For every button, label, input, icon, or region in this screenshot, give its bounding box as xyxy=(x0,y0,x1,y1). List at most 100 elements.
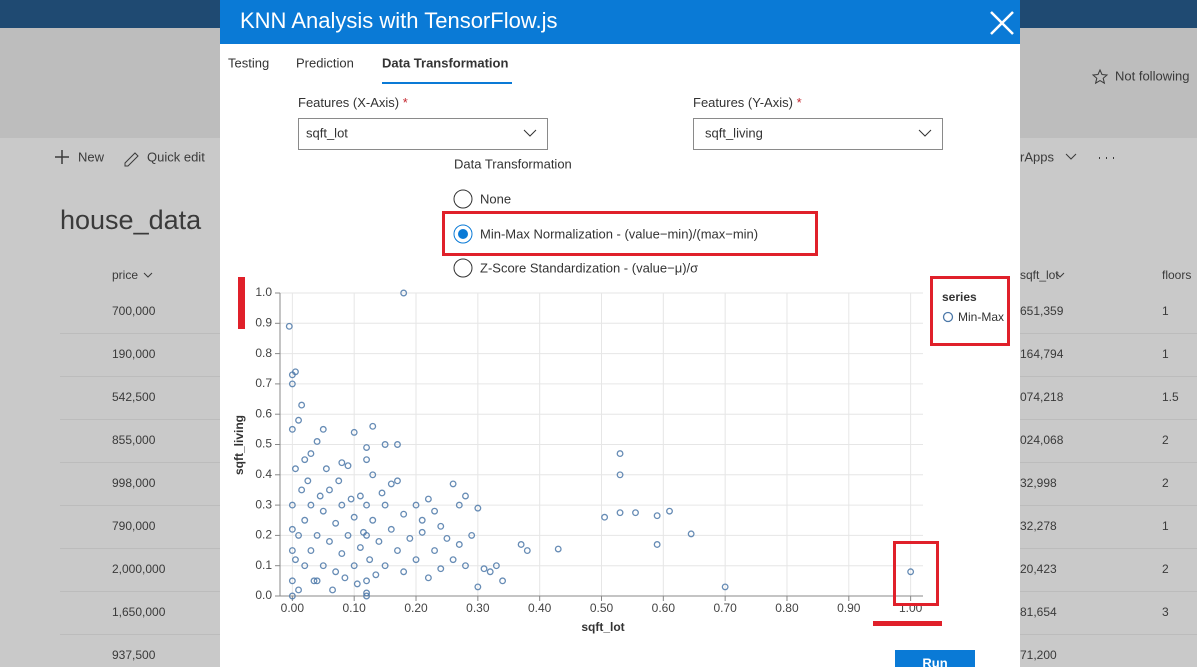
point xyxy=(369,516,377,524)
point xyxy=(363,577,371,585)
dropdown[interactable] xyxy=(693,118,943,150)
point xyxy=(335,477,343,485)
point xyxy=(356,492,364,500)
tab[interactable]: Testing xyxy=(228,55,269,70)
y-tick-label: 0.1 xyxy=(255,558,272,572)
command[interactable]: New xyxy=(78,149,105,164)
x-tick-label: 0.00 xyxy=(281,601,305,615)
column-header[interactable]: sqft_lot xyxy=(1020,268,1059,282)
point xyxy=(632,509,639,517)
follow[interactable]: Not following xyxy=(1115,68,1189,83)
cell: 2,000,000 xyxy=(112,562,166,576)
tab[interactable]: Prediction xyxy=(296,55,354,70)
command[interactable]: Quick edit xyxy=(147,149,205,164)
point xyxy=(288,577,296,585)
dropdown[interactable] xyxy=(298,118,548,150)
point xyxy=(366,556,374,564)
point xyxy=(288,425,296,433)
point xyxy=(387,480,395,488)
cell: 1,650,000 xyxy=(112,605,166,619)
button-label: Run xyxy=(922,655,947,667)
point xyxy=(455,541,463,548)
point xyxy=(721,583,729,591)
point xyxy=(353,580,361,588)
point xyxy=(412,556,420,564)
point xyxy=(363,589,371,597)
point xyxy=(360,528,367,536)
radio[interactable] xyxy=(453,258,473,278)
x-tick-label: 0.50 xyxy=(590,601,614,615)
close-button[interactable] xyxy=(990,11,1014,35)
y-tick-label: 0.2 xyxy=(255,528,272,542)
highlight-bar xyxy=(238,277,245,329)
point xyxy=(310,577,318,585)
point xyxy=(332,568,340,576)
x-tick-label: 0.20 xyxy=(404,601,428,615)
point xyxy=(437,565,445,573)
point xyxy=(338,501,346,509)
y-tick-label: 0.0 xyxy=(255,588,272,602)
cell: 700,000 xyxy=(112,304,156,318)
run-button[interactable] xyxy=(895,650,975,667)
legend-clip xyxy=(1009,305,1020,325)
y-tick-label: 0.9 xyxy=(255,315,272,329)
cell: 3 xyxy=(1162,605,1169,619)
cell: 190,000 xyxy=(112,347,156,361)
point xyxy=(400,289,408,297)
point xyxy=(363,592,371,600)
command[interactable]: rApps xyxy=(1020,149,1054,164)
point xyxy=(400,568,408,576)
required-mark: * xyxy=(797,95,802,110)
point xyxy=(431,507,439,515)
point xyxy=(387,525,395,533)
tab-selected[interactable]: Data Transformation xyxy=(382,55,508,70)
radio-label[interactable]: Z-Score Standardization - (value−μ)/σ xyxy=(480,260,698,275)
point xyxy=(304,477,312,485)
radio-label[interactable]: Min-Max Normalization - (value−min)/(max… xyxy=(480,226,758,241)
list-title: house_data xyxy=(60,205,202,235)
dropdown-value: sqft_living xyxy=(705,125,763,140)
highlight-box xyxy=(893,541,939,606)
point xyxy=(288,525,296,533)
point xyxy=(292,556,299,564)
point xyxy=(301,456,309,464)
point xyxy=(394,547,401,554)
point xyxy=(338,459,346,467)
point xyxy=(653,541,661,548)
point xyxy=(474,504,482,512)
point xyxy=(350,513,358,521)
point xyxy=(486,568,494,576)
point xyxy=(295,586,302,594)
point xyxy=(394,477,401,485)
point xyxy=(375,538,383,545)
radio[interactable] xyxy=(453,189,473,209)
dialog-body xyxy=(220,0,1020,667)
column-header[interactable]: price xyxy=(112,268,138,282)
cell: 164,794 xyxy=(1020,347,1064,361)
y-tick-label: 0.7 xyxy=(255,376,272,390)
point xyxy=(474,583,482,591)
x-tick-label: 0.80 xyxy=(775,601,799,615)
point xyxy=(381,562,389,570)
point xyxy=(316,492,324,500)
cell: 790,000 xyxy=(112,519,156,533)
point xyxy=(307,547,315,554)
chevron xyxy=(918,129,932,137)
point xyxy=(455,501,463,509)
point xyxy=(554,545,562,553)
point xyxy=(523,547,531,554)
point xyxy=(443,534,451,542)
legend-label: Min-Max xyxy=(958,310,1004,324)
point xyxy=(350,428,358,436)
column-header[interactable]: floors xyxy=(1162,268,1191,282)
point xyxy=(378,489,386,497)
cell: 1 xyxy=(1162,304,1169,318)
point xyxy=(687,530,695,538)
point xyxy=(601,513,609,521)
point xyxy=(449,556,457,564)
star-icon[interactable] xyxy=(1091,68,1109,85)
x-tick-label: 0.40 xyxy=(528,601,552,615)
cell: 81,654 xyxy=(1020,605,1057,619)
point xyxy=(462,562,469,570)
radio-label[interactable]: None xyxy=(480,191,511,206)
